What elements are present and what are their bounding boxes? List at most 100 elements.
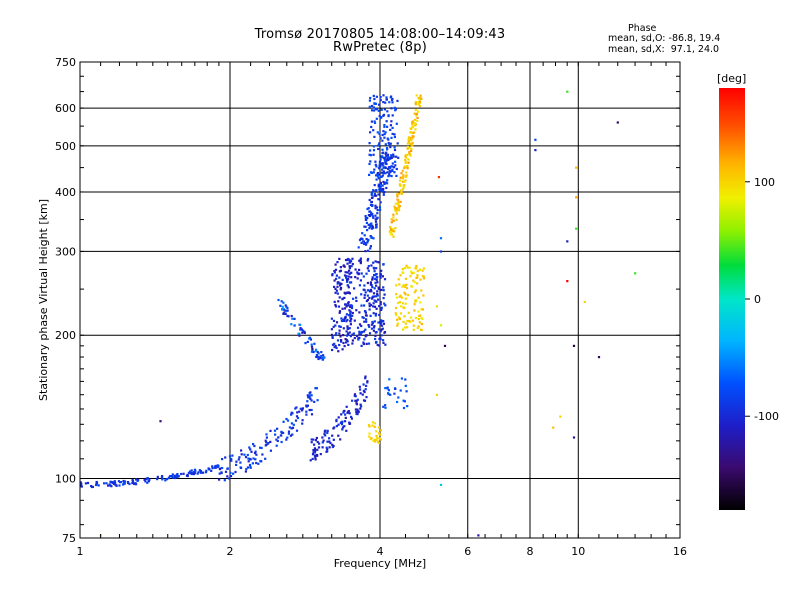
data-point	[400, 377, 403, 380]
data-point	[360, 272, 363, 275]
data-point	[417, 318, 420, 321]
data-point	[335, 420, 338, 423]
data-point	[343, 296, 346, 299]
data-point	[95, 480, 98, 484]
data-point	[420, 289, 423, 292]
data-point	[234, 470, 237, 474]
data-point	[346, 318, 349, 322]
data-point	[395, 207, 398, 210]
data-point	[368, 432, 371, 435]
data-point	[391, 168, 394, 171]
data-point	[383, 133, 386, 136]
data-point	[405, 283, 408, 286]
data-point	[372, 94, 375, 97]
data-point	[240, 453, 243, 456]
data-point	[383, 158, 386, 161]
data-point	[308, 408, 311, 412]
data-point	[282, 420, 285, 423]
data-point	[383, 124, 386, 127]
data-point	[322, 356, 325, 359]
data-point	[207, 467, 210, 470]
data-point	[362, 275, 365, 278]
data-point	[414, 289, 417, 292]
data-point	[332, 438, 335, 441]
data-point	[330, 328, 333, 331]
data-point	[240, 466, 243, 469]
data-point	[334, 263, 337, 266]
data-point	[375, 178, 378, 181]
data-point	[349, 311, 352, 314]
data-point	[305, 410, 308, 413]
data-point	[379, 308, 382, 311]
data-point	[363, 310, 367, 313]
data-point	[392, 216, 395, 219]
data-point	[360, 304, 363, 307]
data-point	[355, 299, 358, 302]
data-point	[393, 392, 396, 395]
data-point	[370, 196, 374, 199]
data-point	[306, 394, 309, 397]
data-point	[267, 442, 270, 445]
data-point	[363, 304, 366, 307]
data-point	[269, 429, 272, 432]
data-point	[380, 189, 383, 193]
data-point	[346, 258, 349, 262]
data-point	[337, 350, 340, 353]
data-point	[367, 214, 370, 217]
data-point	[254, 450, 257, 453]
data-point	[378, 437, 381, 440]
y-tick-label: 500	[55, 140, 76, 153]
data-point	[386, 137, 389, 140]
data-point	[159, 420, 162, 423]
data-point	[373, 287, 376, 290]
data-point	[386, 171, 389, 174]
data-point	[419, 278, 422, 281]
data-point	[388, 174, 391, 177]
data-point	[379, 116, 382, 119]
data-point	[345, 429, 348, 432]
data-point	[379, 301, 382, 304]
data-point	[109, 484, 112, 487]
data-point	[261, 453, 264, 456]
data-point	[372, 302, 375, 305]
data-point	[190, 469, 193, 472]
data-point	[396, 400, 399, 404]
data-point	[393, 146, 396, 149]
data-point	[390, 218, 393, 221]
data-point	[331, 348, 334, 352]
data-point	[378, 433, 382, 436]
data-point	[359, 388, 362, 391]
data-point	[375, 217, 378, 221]
data-point	[380, 175, 383, 178]
data-point	[380, 321, 383, 324]
data-point	[439, 250, 443, 253]
data-point	[404, 293, 407, 296]
data-point	[343, 274, 347, 277]
data-point	[382, 170, 385, 173]
data-point	[331, 445, 334, 449]
data-point	[200, 471, 203, 474]
data-point	[173, 476, 177, 480]
data-point	[340, 340, 343, 343]
data-point	[310, 408, 313, 412]
data-point	[420, 308, 423, 311]
data-point	[373, 184, 376, 187]
data-point	[371, 204, 374, 207]
data-point	[276, 427, 279, 430]
data-point	[249, 448, 252, 451]
data-point	[301, 331, 304, 334]
data-point	[240, 449, 243, 452]
data-point	[393, 171, 396, 174]
data-point	[392, 235, 395, 238]
data-point	[79, 483, 82, 486]
data-point	[414, 316, 417, 320]
data-point	[377, 109, 380, 112]
data-point	[365, 342, 368, 345]
data-point	[345, 305, 348, 308]
data-point	[343, 265, 346, 268]
data-point	[253, 452, 257, 455]
data-point	[377, 147, 380, 151]
data-point	[375, 300, 378, 303]
data-point	[334, 324, 337, 327]
